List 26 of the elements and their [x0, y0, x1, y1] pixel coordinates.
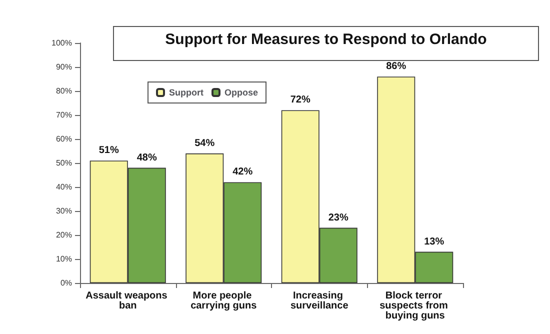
- legend-label: Oppose: [224, 88, 258, 98]
- chart-title: Support for Measures to Respond to Orlando: [165, 31, 487, 48]
- y-tick-label: 70%: [56, 110, 72, 120]
- x-tick-label: Assault weapons ban: [86, 290, 170, 312]
- legend-label: Support: [169, 88, 204, 98]
- y-tick-label: 30%: [56, 206, 72, 216]
- y-tick-label: 40%: [56, 182, 72, 192]
- y-tick-label: 20%: [56, 230, 72, 240]
- y-tick-label: 60%: [56, 134, 72, 144]
- data-label: 13%: [424, 236, 444, 248]
- y-tick-label: 90%: [56, 62, 72, 72]
- data-label: 48%: [136, 152, 157, 164]
- x-tick-label: Increasing surveillance: [290, 290, 349, 312]
- data-label: 23%: [328, 212, 348, 224]
- y-tick-label: 0%: [60, 278, 72, 288]
- y-tick-label: 10%: [56, 254, 72, 264]
- data-label: 86%: [386, 61, 406, 72]
- data-label: 51%: [98, 145, 119, 156]
- y-tick-label: 100%: [52, 38, 72, 48]
- y-tick-label: 50%: [56, 158, 72, 168]
- data-label: 72%: [290, 94, 310, 106]
- y-tick-label: 80%: [56, 86, 72, 96]
- x-tick-label: More people carrying guns: [190, 290, 258, 312]
- x-tick-label: Block terror suspects from buying guns: [380, 290, 451, 322]
- data-label: 42%: [232, 166, 253, 178]
- data-label: 54%: [194, 138, 215, 149]
